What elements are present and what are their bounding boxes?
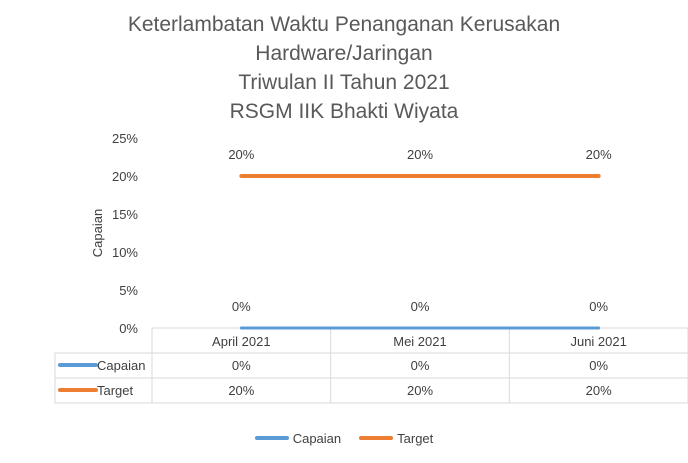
legend-item-target: Target (359, 431, 433, 446)
table-cell-target: 20% (586, 383, 612, 398)
x-category-label: Mei 2021 (393, 334, 446, 349)
title-line-2: Hardware/Jaringan (255, 42, 433, 65)
y-tick-label: 5% (119, 283, 138, 298)
chart-title: Keterlambatan Waktu Penanganan Kerusakan… (0, 10, 688, 126)
data-label-target: 20% (586, 147, 612, 162)
legend-item-capaian: Capaian (254, 430, 342, 446)
data-label-target: 20% (407, 147, 433, 162)
table-cell-target: 20% (228, 383, 254, 398)
legend-swatch-capaian (254, 436, 289, 440)
table-row-label-target: Target (97, 383, 134, 398)
data-label-capaian: 0% (411, 299, 430, 314)
table-cell-capaian: 0% (411, 358, 430, 373)
y-tick-label: 25% (112, 131, 138, 146)
table-row-label-capaian: Capaian (97, 358, 145, 373)
table-cell-capaian: 0% (232, 358, 251, 373)
data-label-capaian: 0% (589, 299, 608, 314)
x-category-label: April 2021 (212, 334, 271, 349)
legend-label-capaian: Capaian (292, 430, 342, 446)
data-label-capaian: 0% (232, 299, 251, 314)
data-label-target: 20% (228, 147, 254, 162)
y-tick-label: 10% (112, 245, 138, 260)
legend: Capaian Target (0, 428, 688, 448)
table-cell-capaian: 0% (589, 358, 608, 373)
legend-swatch-target (359, 436, 394, 440)
title-line-3: Triwulan II Tahun 2021 (238, 71, 450, 94)
y-tick-label: 0% (119, 321, 138, 336)
y-axis-title: Capaian (90, 209, 105, 257)
title-line-4: RSGM IIK Bhakti Wiyata (229, 100, 459, 123)
legend-label-target: Target (397, 430, 434, 446)
y-tick-label: 15% (112, 207, 138, 222)
title-line-1: Keterlambatan Waktu Penanganan Kerusakan (127, 13, 561, 36)
x-category-label: Juni 2021 (570, 334, 626, 349)
y-tick-label: 20% (112, 169, 138, 184)
table-cell-target: 20% (407, 383, 433, 398)
